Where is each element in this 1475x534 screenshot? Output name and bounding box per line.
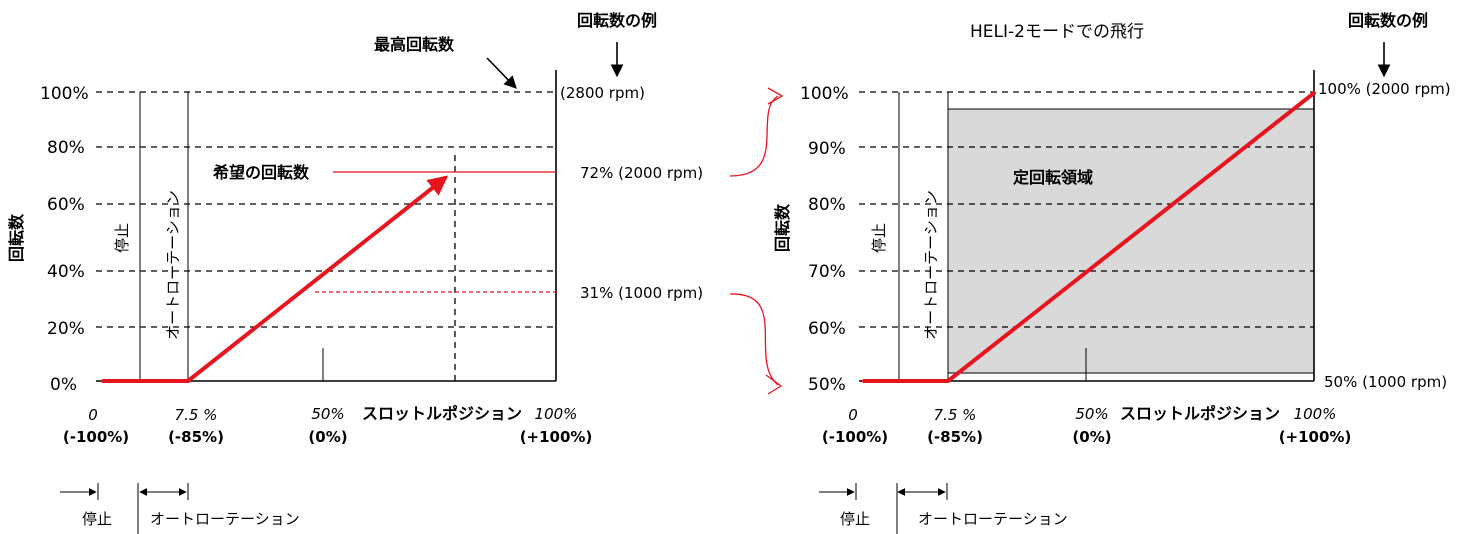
connector-top [729,95,779,177]
left-xtick-0: 0 [88,406,98,424]
left-rpm-31: 31% (1000 rpm) [580,284,703,302]
left-ytick-20: 20% [47,319,85,339]
left-max-rpm-value: (2800 rpm) [560,84,645,102]
left-ylabel: 回転数 [7,213,26,262]
right-ytick-90: 90% [808,139,846,159]
right-yticks: 100% 90% 80% 70% 60% 50% [800,84,849,395]
right-xtickb-0: (-100%) [822,428,888,446]
left-graph: 回転数 100% 80% 60% 40% 20% 0% 停止 オートローテーショ… [7,11,703,534]
right-stop-vertical: 停止 [870,223,888,253]
connector-arrows [729,87,784,395]
right-ytick-60: 60% [808,319,846,339]
left-xtickb-7: (-85%) [168,428,224,446]
left-rpm-72: 72% (2000 rpm) [580,164,703,182]
right-xtick-100: 100% [1294,405,1337,423]
right-gridlines [859,91,1314,328]
left-ytick-80: 80% [47,138,85,158]
right-ytick-70: 70% [808,262,846,282]
right-ytick-100: 100% [800,84,849,104]
left-rpm-example-header: 回転数の例 [577,11,657,30]
left-xtick-7: 7.5 % [175,406,218,424]
right-xtickb-100: (+100%) [1279,428,1352,446]
right-title: HELI-2モードでの飛行 [970,22,1144,42]
connector-bottom [729,293,779,386]
left-desired-label: 希望の回転数 [213,163,310,182]
left-range-autorot: オートローテーション [150,510,300,528]
left-xtickb-0: (-100%) [63,428,129,446]
left-xtickb-100: (+100%) [520,428,593,446]
right-range-autorot: オートローテーション [918,510,1068,528]
left-ytick-40: 40% [47,262,85,282]
right-xtick-0: 0 [848,406,858,424]
left-ytick-0: 0% [50,375,77,395]
left-autorot-vertical: オートローテーション [164,190,182,340]
right-rpm-example-header: 回転数の例 [1348,11,1428,30]
right-rpm-50: 50% (1000 rpm) [1324,373,1447,391]
left-stop-vertical: 停止 [113,223,131,253]
left-xtick-100: 100% [535,405,578,423]
left-max-rpm-label: 最高回転数 [374,35,455,54]
left-range-stop: 停止 [82,510,112,528]
right-red-slope [946,91,1316,383]
right-region-label: 定回転領域 [1012,168,1093,187]
right-autorot-vertical: オートローテーション [922,190,940,340]
right-xlabel: スロットルポジション [1120,404,1280,423]
left-xlabel: スロットルポジション [362,404,522,423]
right-range-stop: 停止 [840,510,870,528]
right-xtickb-50: (0%) [1072,428,1111,446]
connector-bottom-head [765,374,783,395]
left-ytick-60: 60% [47,195,85,215]
right-ytick-80: 80% [808,195,846,215]
left-xtickb-50: (0%) [308,428,347,446]
connector-top-head [767,87,784,105]
left-max-arrow [486,57,517,89]
right-rpm-100: 100% (2000 rpm) [1318,80,1451,98]
left-red-slope [186,175,449,383]
right-xtickb-7: (-85%) [927,428,983,446]
left-ytick-100: 100% [40,84,89,104]
right-xtick-50: 50% [1075,405,1108,423]
left-yticks: 100% 80% 60% 40% 20% 0% [40,84,89,395]
right-ytick-50: 50% [808,375,846,395]
right-graph: HELI-2モードでの飛行 回転数 100% 90% 80% 70% 60% 5… [773,11,1451,534]
constant-rpm-region [947,108,1315,374]
right-ylabel: 回転数 [773,203,792,252]
right-xtick-7: 7.5 % [934,406,977,424]
left-xtick-50: 50% [311,405,344,423]
